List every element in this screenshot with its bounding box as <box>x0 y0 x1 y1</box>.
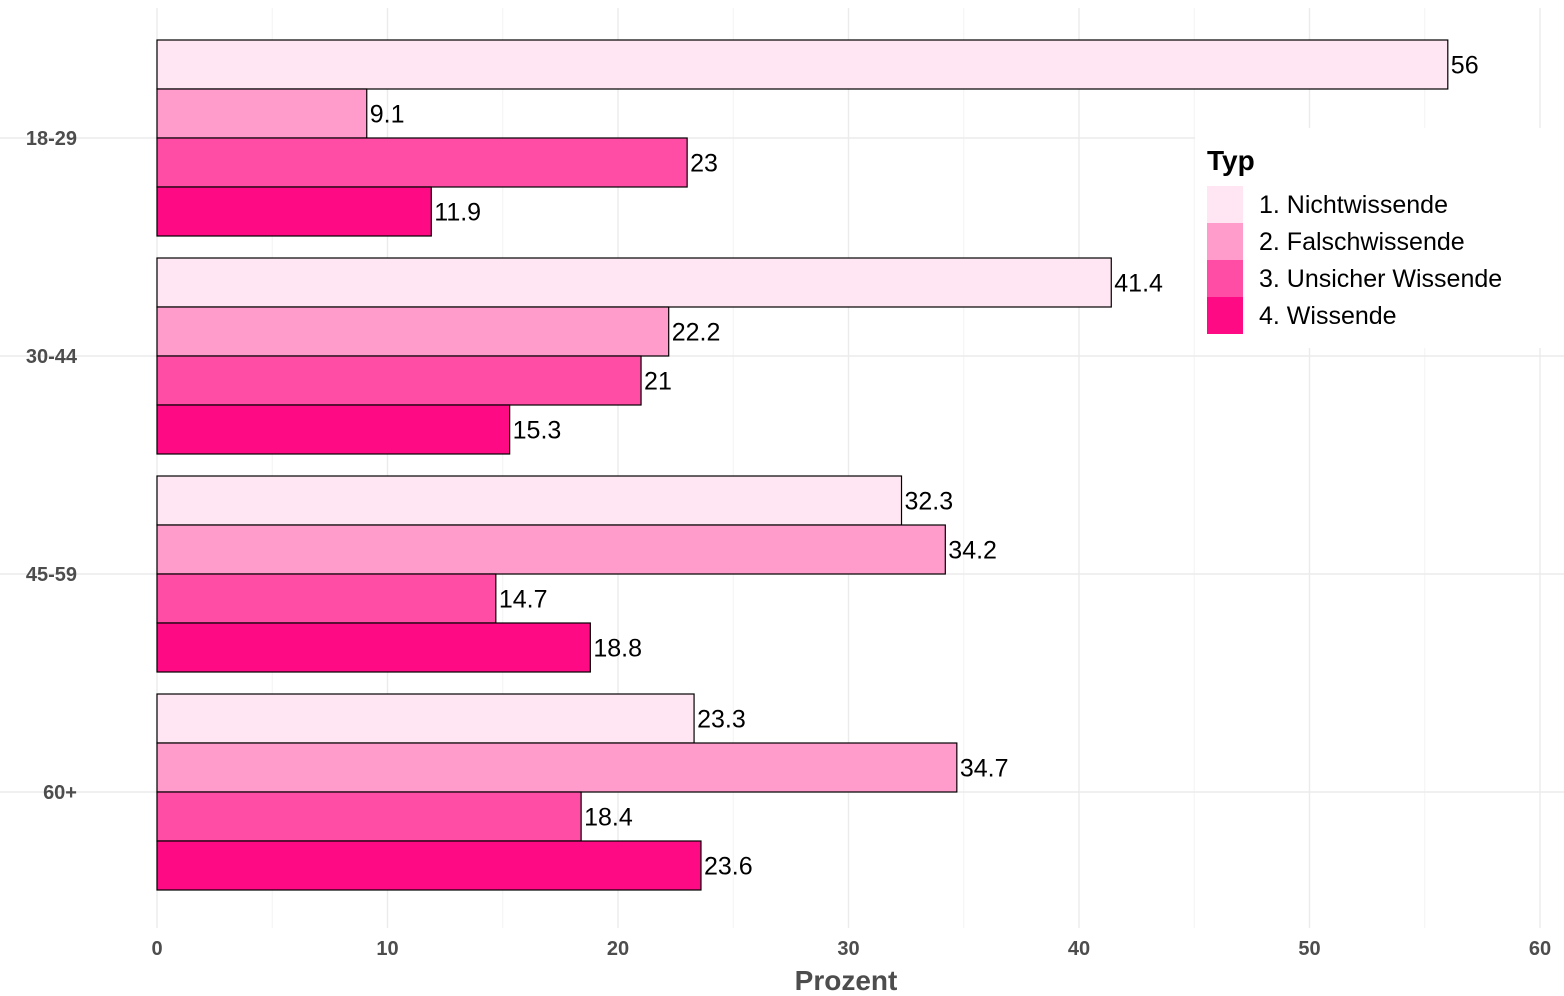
legend-swatch-4 <box>1207 297 1243 334</box>
bar-45-59-series-2 <box>156 524 946 575</box>
y-tick-label: 45-59 <box>26 564 77 586</box>
y-tick-label: 60+ <box>43 782 77 804</box>
legend-entry-label: 1. Nichtwissende <box>1259 191 1448 219</box>
bar-30-44-series-4 <box>156 404 511 455</box>
bar-60+-series-1 <box>156 693 695 744</box>
bar-18-29-series-2 <box>156 88 368 139</box>
data-label: 23.3 <box>697 706 746 734</box>
data-label: 34.2 <box>948 537 997 565</box>
legend-swatch-2 <box>1207 223 1243 260</box>
bar-45-59-series-4 <box>156 622 591 673</box>
legend-entry-label: 4. Wissende <box>1259 302 1397 330</box>
x-axis-title: Prozent <box>795 965 898 996</box>
y-tick-label: 18-29 <box>26 128 77 150</box>
legend-entry-label: 3. Unsicher Wissende <box>1259 265 1502 293</box>
data-label: 41.4 <box>1114 270 1163 298</box>
bar-30-44-series-2 <box>156 306 670 357</box>
x-axis-ticks: 0 10 20 30 40 50 60 <box>151 938 1551 960</box>
data-label: 18.4 <box>584 804 633 832</box>
legend-swatch-3 <box>1207 260 1243 297</box>
data-label: 18.8 <box>593 635 642 663</box>
bar-45-59-series-1 <box>156 475 903 526</box>
x-tick-label: 60 <box>1529 938 1551 960</box>
x-tick-label: 0 <box>151 938 162 960</box>
bar-30-44-series-3 <box>156 355 642 406</box>
data-label: 15.3 <box>513 417 562 445</box>
data-label: 34.7 <box>960 755 1009 783</box>
legend-swatch-1 <box>1207 186 1243 223</box>
data-label: 21 <box>644 368 672 396</box>
bar-60+-series-3 <box>156 791 582 842</box>
data-label: 32.3 <box>905 488 954 516</box>
data-label: 14.7 <box>499 586 548 614</box>
x-tick-label: 40 <box>1068 938 1090 960</box>
bar-45-59-series-3 <box>156 573 497 624</box>
legend-entry-label: 2. Falschwissende <box>1259 228 1465 256</box>
data-label: 56 <box>1451 52 1479 80</box>
bar-60+-series-4 <box>156 840 702 891</box>
data-label: 23.6 <box>704 853 753 881</box>
y-axis-ticks: 18-29 30-44 45-59 60+ <box>26 128 78 804</box>
x-tick-label: 10 <box>376 938 398 960</box>
y-tick-label: 30-44 <box>26 346 78 368</box>
data-label: 11.9 <box>434 199 481 227</box>
legend-title: Typ <box>1207 145 1255 176</box>
bars <box>156 39 1449 891</box>
data-label: 23 <box>690 150 718 178</box>
data-labels: 56 9.1 23 11.9 41.4 22.221 15.3 32.3 34.2 14.7 18.… <box>370 52 1479 881</box>
bar-18-29-series-3 <box>156 137 688 188</box>
bar-18-29-series-4 <box>156 186 432 237</box>
bar-60+-series-2 <box>156 742 958 793</box>
x-tick-label: 30 <box>837 938 859 960</box>
x-tick-label: 20 <box>607 938 629 960</box>
data-label: 22.2 <box>672 319 721 347</box>
x-tick-label: 50 <box>1298 938 1320 960</box>
bar-18-29-series-1 <box>156 39 1449 90</box>
legend-background <box>1195 128 1564 348</box>
data-label: 9.1 <box>370 101 405 129</box>
bar-30-44-series-1 <box>156 257 1112 308</box>
legend: Typ 1. Nichtwissende 2. Falschwissende 3. … <box>1195 128 1564 348</box>
